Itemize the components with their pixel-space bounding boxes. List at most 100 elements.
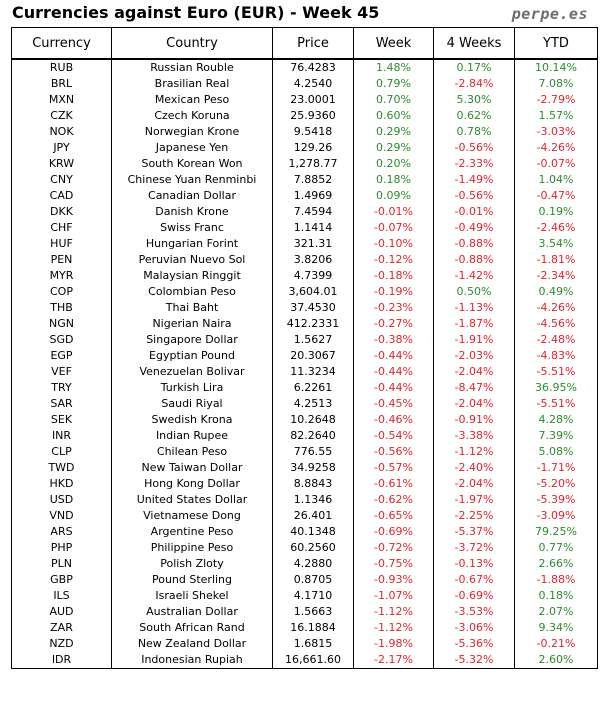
cell-currency-code: NZD <box>11 636 112 652</box>
cell-ytd-change: -2.79% <box>514 92 598 108</box>
cell-ytd-change: 7.08% <box>514 76 598 92</box>
cell-week-change: -0.72% <box>353 540 434 556</box>
cell-week-change: 1.48% <box>353 59 434 76</box>
cell-country: Chilean Peso <box>111 444 273 460</box>
table-row: BRL Brasilian Real 4.2540 0.79% -2.84% 7.08% <box>11 76 598 92</box>
cell-ytd-change: 1.04% <box>514 172 598 188</box>
cell-week-change: 0.70% <box>353 92 434 108</box>
cell-ytd-change: 7.39% <box>514 428 598 444</box>
cell-country: Hong Kong Dollar <box>111 476 273 492</box>
cell-ytd-change: -5.51% <box>514 364 598 380</box>
cell-price: 4.7399 <box>272 268 354 284</box>
cell-country: South Korean Won <box>111 156 273 172</box>
table-row: ILS Israeli Shekel 4.1710 -1.07% -0.69% 0.18% <box>11 588 598 604</box>
cell-week-change: -0.46% <box>353 412 434 428</box>
cell-week-change: -0.69% <box>353 524 434 540</box>
cell-week-change: -0.38% <box>353 332 434 348</box>
cell-week-change: 0.79% <box>353 76 434 92</box>
table-row: THB Thai Baht 37.4530 -0.23% -1.13% -4.26% <box>11 300 598 316</box>
cell-country: Japanese Yen <box>111 140 273 156</box>
cell-ytd-change: 2.60% <box>514 652 598 669</box>
table-row: NOK Norwegian Krone 9.5418 0.29% 0.78% -3.03% <box>11 124 598 140</box>
cell-price: 3,604.01 <box>272 284 354 300</box>
table-row: COP Colombian Peso 3,604.01 -0.19% 0.50% 0.49… <box>11 284 598 300</box>
cell-week-change: -1.98% <box>353 636 434 652</box>
table-row: JPY Japanese Yen 129.26 0.29% -0.56% -4.26% <box>11 140 598 156</box>
cell-price: 60.2560 <box>272 540 354 556</box>
cell-week-change: -0.44% <box>353 380 434 396</box>
col-header-price: Price <box>272 27 354 60</box>
cell-week-change: -0.18% <box>353 268 434 284</box>
cell-price: 20.3067 <box>272 348 354 364</box>
cell-price: 412.2331 <box>272 316 354 332</box>
cell-currency-code: GBP <box>11 572 112 588</box>
cell-4-weeks-change: -2.03% <box>433 348 515 364</box>
cell-4-weeks-change: -1.87% <box>433 316 515 332</box>
cell-4-weeks-change: -8.47% <box>433 380 515 396</box>
cell-price: 16.1884 <box>272 620 354 636</box>
table-row: PHP Philippine Peso 60.2560 -0.72% -3.72% 0.7… <box>11 540 598 556</box>
cell-price: 4.2880 <box>272 556 354 572</box>
cell-week-change: -0.62% <box>353 492 434 508</box>
cell-4-weeks-change: -2.40% <box>433 460 515 476</box>
table-row: CHF Swiss Franc 1.1414 -0.07% -0.49% -2.46% <box>11 220 598 236</box>
cell-currency-code: INR <box>11 428 112 444</box>
cell-country: Mexican Peso <box>111 92 273 108</box>
cell-currency-code: SEK <box>11 412 112 428</box>
cell-country: Brasilian Real <box>111 76 273 92</box>
cell-price: 23.0001 <box>272 92 354 108</box>
cell-price: 37.4530 <box>272 300 354 316</box>
table-row: VEF Venezuelan Bolivar 11.3234 -0.44% -2.04%… <box>11 364 598 380</box>
cell-currency-code: DKK <box>11 204 112 220</box>
cell-week-change: -0.93% <box>353 572 434 588</box>
cell-4-weeks-change: -1.91% <box>433 332 515 348</box>
table-header-row: Currency Country Price Week 4 Weeks YTD <box>11 27 598 60</box>
cell-price: 1.5627 <box>272 332 354 348</box>
cell-ytd-change: -2.48% <box>514 332 598 348</box>
cell-4-weeks-change: -0.01% <box>433 204 515 220</box>
cell-week-change: -0.61% <box>353 476 434 492</box>
table-row: IDR Indonesian Rupiah 16,661.60 -2.17% -5.32… <box>11 652 598 669</box>
table-row: VND Vietnamese Dong 26.401 -0.65% -2.25% -3.0… <box>11 508 598 524</box>
cell-4-weeks-change: -0.49% <box>433 220 515 236</box>
cell-price: 4.2513 <box>272 396 354 412</box>
table-row: ARS Argentine Peso 40.1348 -0.69% -5.37% 79.2… <box>11 524 598 540</box>
table-row: PEN Peruvian Nuevo Sol 3.8206 -0.12% -0.88% -… <box>11 252 598 268</box>
page-title: Currencies against Euro (EUR) - Week 45 <box>12 3 380 22</box>
table-row: AUD Australian Dollar 1.5663 -1.12% -3.53% 2.… <box>11 604 598 620</box>
cell-currency-code: RUB <box>11 59 112 76</box>
cell-week-change: -1.12% <box>353 604 434 620</box>
cell-4-weeks-change: -1.49% <box>433 172 515 188</box>
cell-currency-code: CHF <box>11 220 112 236</box>
cell-week-change: -1.07% <box>353 588 434 604</box>
cell-ytd-change: -4.26% <box>514 140 598 156</box>
cell-week-change: -0.12% <box>353 252 434 268</box>
cell-currency-code: NGN <box>11 316 112 332</box>
table-row: KRW South Korean Won 1,278.77 0.20% -2.33% -0… <box>11 156 598 172</box>
table-row: HKD Hong Kong Dollar 8.8843 -0.61% -2.04% -5.… <box>11 476 598 492</box>
cell-price: 25.9360 <box>272 108 354 124</box>
cell-country: Czech Koruna <box>111 108 273 124</box>
cell-4-weeks-change: -1.12% <box>433 444 515 460</box>
cell-week-change: -0.23% <box>353 300 434 316</box>
cell-4-weeks-change: -0.69% <box>433 588 515 604</box>
cell-price: 321.31 <box>272 236 354 252</box>
cell-4-weeks-change: -0.56% <box>433 140 515 156</box>
cell-ytd-change: -5.51% <box>514 396 598 412</box>
cell-4-weeks-change: -5.32% <box>433 652 515 669</box>
cell-week-change: -0.44% <box>353 364 434 380</box>
cell-currency-code: ZAR <box>11 620 112 636</box>
cell-country: Hungarian Forint <box>111 236 273 252</box>
cell-price: 0.8705 <box>272 572 354 588</box>
cell-ytd-change: -3.03% <box>514 124 598 140</box>
cell-week-change: 0.29% <box>353 124 434 140</box>
cell-country: Saudi Riyal <box>111 396 273 412</box>
cell-4-weeks-change: -2.04% <box>433 364 515 380</box>
cell-country: Indonesian Rupiah <box>111 652 273 669</box>
cell-currency-code: MYR <box>11 268 112 284</box>
cell-week-change: -0.57% <box>353 460 434 476</box>
cell-price: 4.2540 <box>272 76 354 92</box>
cell-4-weeks-change: -1.42% <box>433 268 515 284</box>
cell-price: 8.8843 <box>272 476 354 492</box>
cell-ytd-change: 0.18% <box>514 588 598 604</box>
